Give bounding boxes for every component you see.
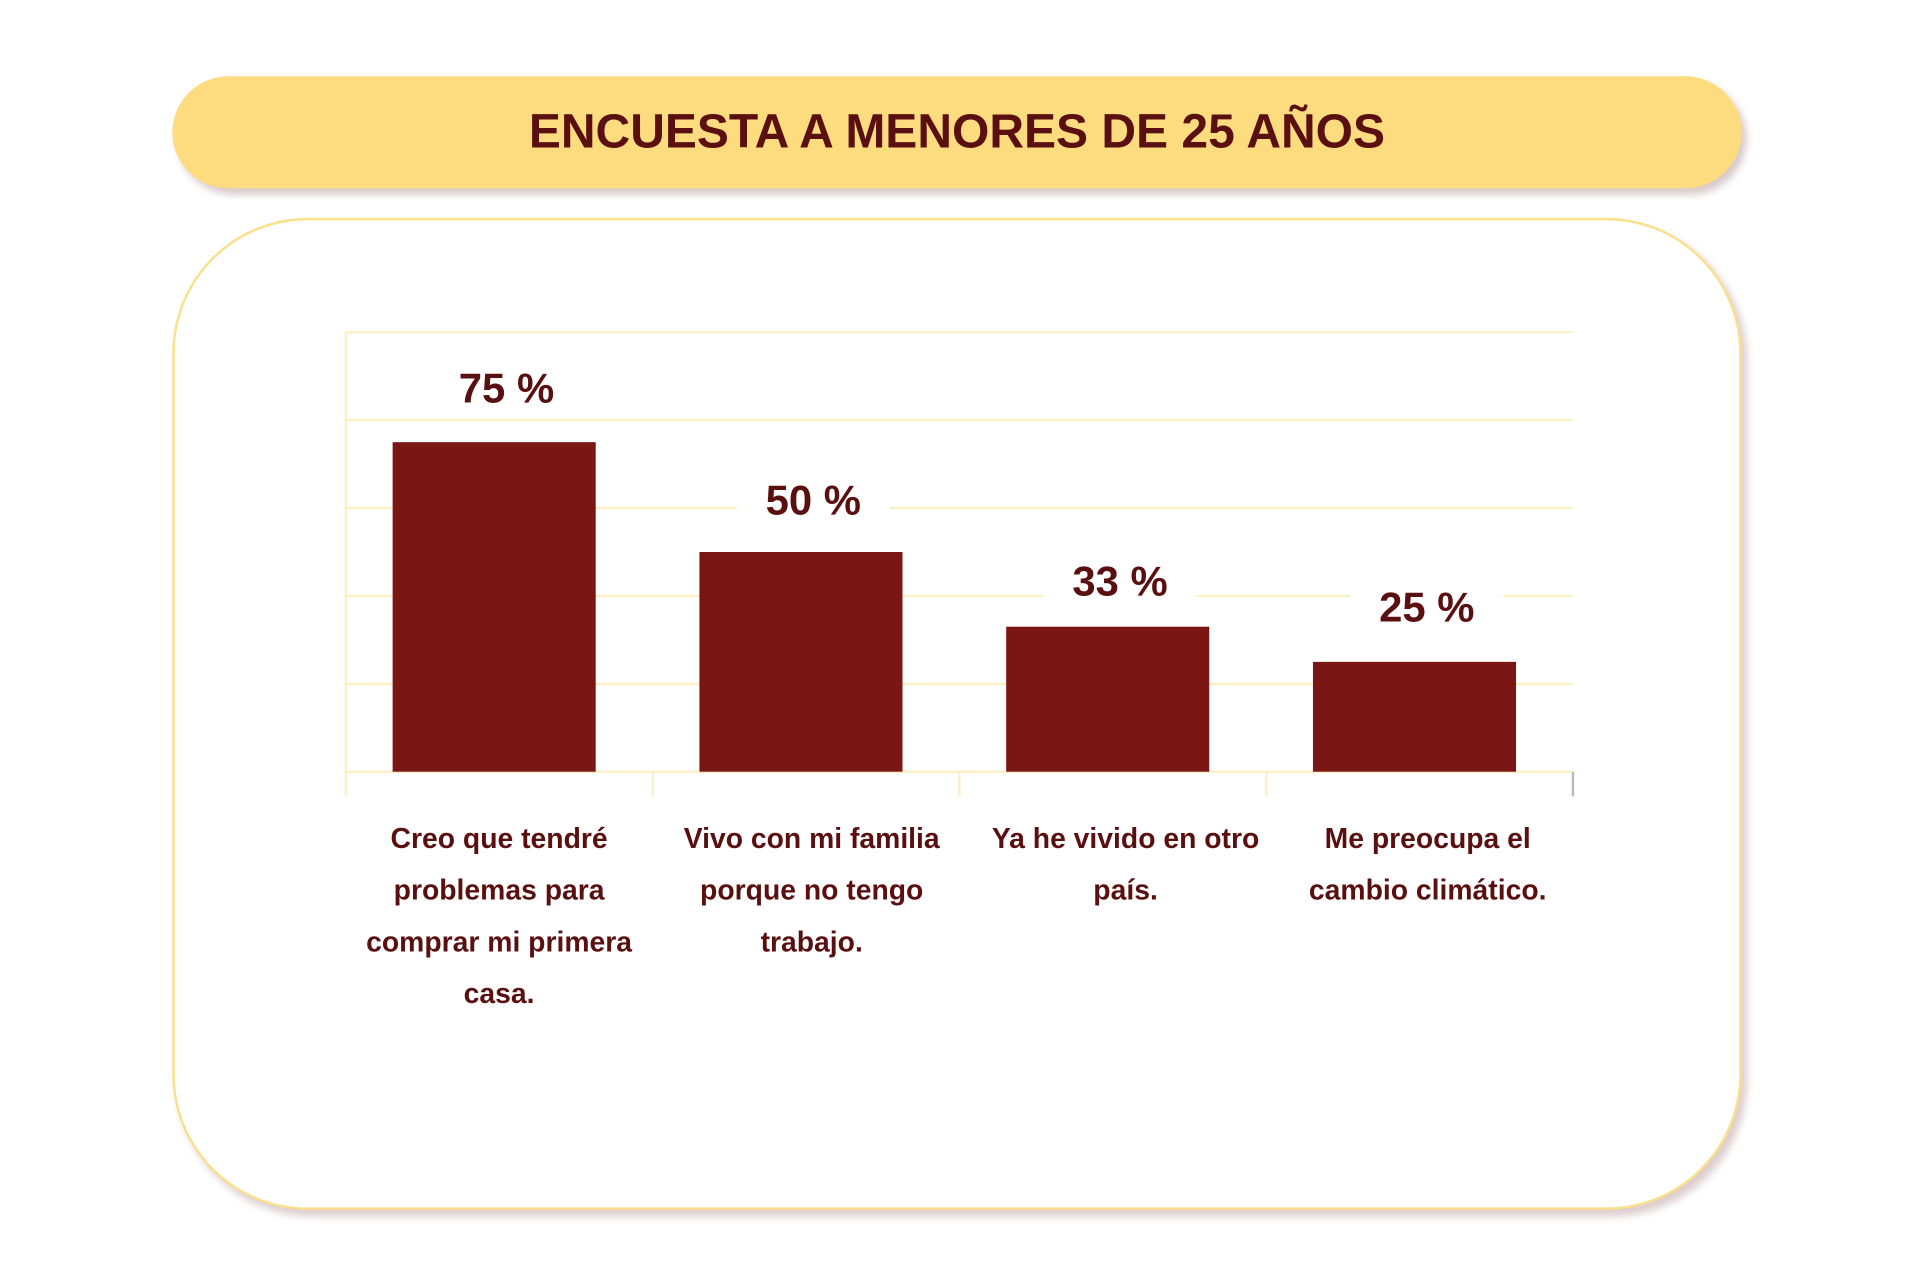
- category-label: Vivo con mi familia porque no tengo trab…: [683, 822, 940, 958]
- data-label-background: [736, 472, 890, 527]
- category-label: Ya he vivido en otro país.: [991, 822, 1260, 906]
- bar: [392, 442, 596, 772]
- data-label: 50 %: [766, 476, 861, 523]
- bar: [1312, 661, 1517, 772]
- bar: [699, 552, 903, 772]
- data-label: 33 %: [1072, 558, 1167, 605]
- title-banner: ENCUESTA A MENORES DE 25 AÑOS: [172, 76, 1742, 189]
- data-label: 75 %: [459, 364, 554, 411]
- data-label: 25 %: [1379, 584, 1474, 631]
- data-label-background: [430, 360, 583, 415]
- data-label-background: [1350, 579, 1504, 634]
- bar: [1006, 626, 1210, 772]
- category-label: Creo que tendré problemas para comprar m…: [366, 822, 633, 1010]
- data-label-background: [1043, 553, 1197, 609]
- category-label: Me preocupa el cambio climático.: [1308, 822, 1547, 906]
- chart-title: ENCUESTA A MENORES DE 25 AÑOS: [528, 105, 1386, 159]
